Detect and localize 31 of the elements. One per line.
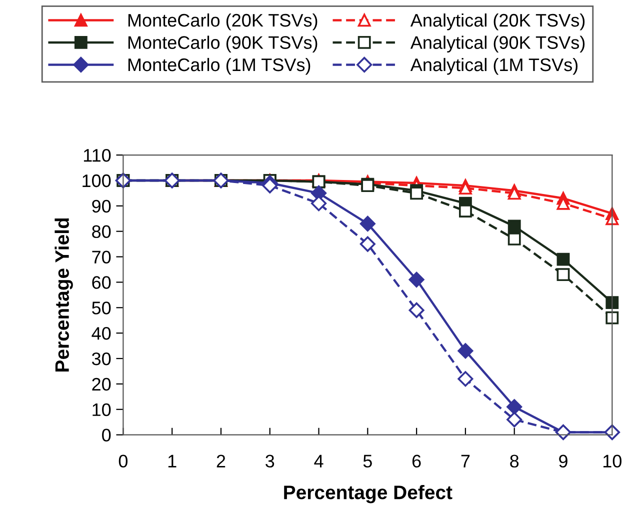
legend-label: MonteCarlo (20K TSVs): [128, 13, 318, 30]
y-tick-label: 40: [92, 327, 111, 340]
y-tick-label: 110: [84, 148, 111, 162]
legend-label: MonteCarlo (1M TSVs): [128, 58, 310, 75]
y-tick-label: 10: [92, 403, 111, 416]
legend-label: MonteCarlo (90K TSVs): [128, 36, 318, 53]
x-tick-label: 0: [118, 454, 128, 468]
x-tick-label: 5: [363, 454, 372, 468]
x-tick-label: 7: [461, 454, 470, 468]
x-tick-label: 9: [559, 454, 568, 468]
y-tick-label: 0: [102, 428, 111, 442]
y-axis-title: Percentage Yield: [54, 218, 73, 372]
legend-label: Analytical (1M TSVs): [410, 58, 578, 75]
x-tick-label: 10: [603, 454, 622, 468]
y-tick-label: 60: [92, 276, 111, 289]
x-tick-label: 1: [168, 454, 176, 468]
y-tick-label: 80: [92, 225, 111, 238]
y-tick-label: 70: [92, 250, 111, 264]
y-tick-label: 100: [82, 174, 111, 188]
x-axis-title: Percentage Defect: [284, 484, 452, 504]
x-tick-label: 4: [314, 454, 324, 468]
x-tick-label: 3: [266, 454, 274, 468]
x-tick-label: 8: [510, 454, 519, 468]
legend-label: Analytical (90K TSVs): [410, 36, 585, 53]
y-tick-label: 90: [92, 200, 111, 213]
legend-label: Analytical (20K TSVs): [410, 13, 585, 30]
x-tick-label: 6: [412, 454, 421, 468]
y-tick-label: 50: [92, 302, 111, 314]
x-tick-label: 2: [216, 454, 226, 468]
y-tick-label: 30: [92, 352, 111, 366]
y-tick-label: 20: [92, 378, 111, 391]
